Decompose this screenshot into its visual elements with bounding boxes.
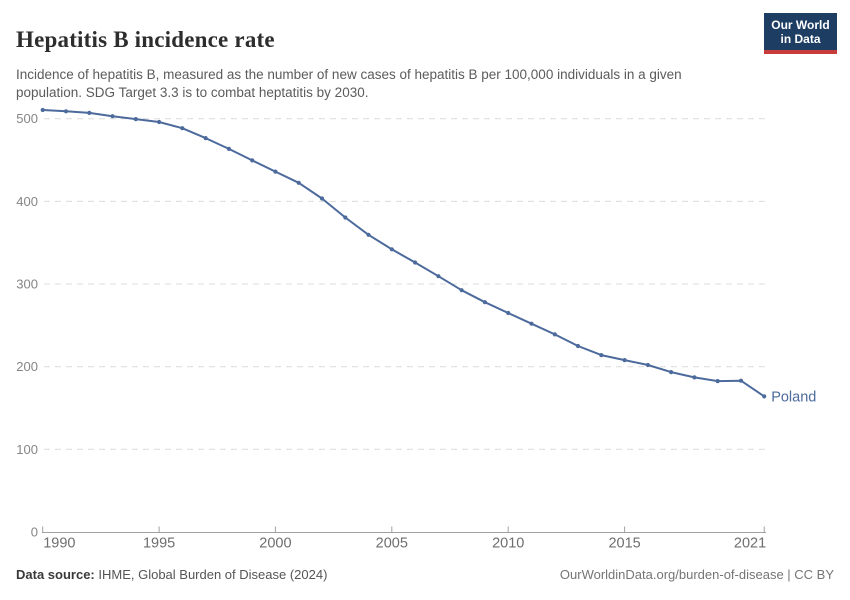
y-axis-tick-label: 400 xyxy=(16,194,38,209)
series-end-label[interactable]: Poland xyxy=(771,389,816,405)
data-point[interactable] xyxy=(40,107,45,113)
chart-footer: Data source: IHME, Global Burden of Dise… xyxy=(16,567,834,582)
data-point[interactable] xyxy=(133,117,138,122)
data-point[interactable] xyxy=(273,169,278,174)
owid-logo[interactable]: Our World in Data xyxy=(764,13,837,54)
data-point[interactable] xyxy=(529,321,534,326)
data-source-label: Data source: xyxy=(16,567,95,582)
x-axis-tick-label: 1995 xyxy=(143,536,175,552)
data-point[interactable] xyxy=(599,353,604,358)
x-axis-tick-label: 2005 xyxy=(376,536,408,552)
owid-logo-line1: Our World xyxy=(771,18,830,32)
data-point[interactable] xyxy=(389,247,394,252)
data-point[interactable] xyxy=(506,310,511,316)
data-point[interactable] xyxy=(63,109,69,114)
data-point[interactable] xyxy=(692,375,697,380)
data-point[interactable] xyxy=(738,378,744,383)
data-point[interactable] xyxy=(226,146,231,151)
data-point[interactable] xyxy=(250,158,255,163)
data-point[interactable] xyxy=(319,196,325,201)
data-point[interactable] xyxy=(87,110,92,115)
data-source: Data source: IHME, Global Burden of Dise… xyxy=(16,567,327,582)
data-point[interactable] xyxy=(715,379,720,384)
y-axis-tick-label: 300 xyxy=(16,277,38,292)
data-point[interactable] xyxy=(110,114,115,119)
data-point[interactable] xyxy=(203,136,208,141)
data-point[interactable] xyxy=(180,126,185,131)
data-point[interactable] xyxy=(343,215,348,220)
x-axis-tick-label: 1990 xyxy=(43,536,75,552)
y-axis-tick-label: 500 xyxy=(16,111,38,126)
owid-logo-line2: in Data xyxy=(780,32,821,46)
data-source-text: IHME, Global Burden of Disease (2024) xyxy=(94,567,328,582)
x-axis-tick-label: 2015 xyxy=(608,536,640,552)
y-axis-tick-label: 200 xyxy=(16,359,38,374)
data-point[interactable] xyxy=(436,274,441,279)
data-point[interactable] xyxy=(366,232,371,237)
y-axis-tick-label: 100 xyxy=(16,442,38,457)
chart-title: Hepatitis B incidence rate xyxy=(16,27,275,53)
data-point[interactable] xyxy=(575,343,581,349)
series-line-poland[interactable] xyxy=(41,109,766,398)
data-point[interactable] xyxy=(552,332,557,337)
line-chart-canvas[interactable]: 0 100 200 300 400 500 1990 1995 2000 2005 2010 2015… xyxy=(0,95,850,560)
data-point[interactable] xyxy=(669,370,674,375)
y-axis-tick-label: 0 xyxy=(31,525,38,540)
data-point[interactable] xyxy=(482,300,487,305)
data-point[interactable] xyxy=(622,358,627,363)
data-point[interactable] xyxy=(413,260,418,265)
data-point[interactable] xyxy=(157,119,162,125)
footer-credit-link[interactable]: OurWorldinData.org/burden-of-disease | C… xyxy=(559,567,834,582)
x-axis-tick-label: 2021 xyxy=(734,536,766,552)
data-point[interactable] xyxy=(645,362,651,368)
data-point[interactable] xyxy=(459,288,464,293)
data-point[interactable] xyxy=(296,180,301,185)
x-axis-tick-label: 2000 xyxy=(259,536,291,552)
x-axis-tick-label: 2010 xyxy=(492,536,524,552)
chart-subtitle: Incidence of hepatitis B, measured as th… xyxy=(16,66,682,101)
data-point[interactable] xyxy=(762,394,767,399)
